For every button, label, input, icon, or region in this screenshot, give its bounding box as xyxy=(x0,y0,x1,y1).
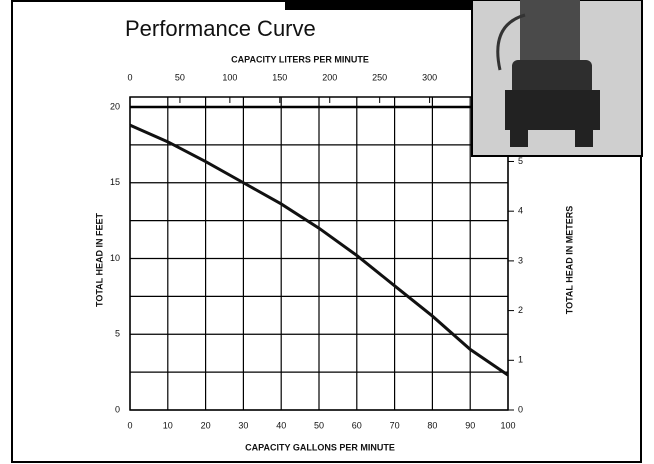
x-tick-label: 70 xyxy=(390,420,400,430)
x-tick-label: 40 xyxy=(276,420,286,430)
y2-tick-label: 5 xyxy=(518,156,523,166)
y2-tick-label: 0 xyxy=(518,404,523,414)
x-tick-label: 60 xyxy=(352,420,362,430)
x2-tick-label: 50 xyxy=(175,72,185,82)
x2-tick-label: 200 xyxy=(322,72,337,82)
y-tick-label: 5 xyxy=(115,329,120,339)
y-tick-label: 15 xyxy=(110,177,120,187)
title-bar xyxy=(285,0,475,10)
x-tick-label: 100 xyxy=(500,420,515,430)
y2-tick-label: 4 xyxy=(518,206,523,216)
y-tick-label: 20 xyxy=(110,101,120,111)
x-tick-label: 50 xyxy=(314,420,324,430)
y2-tick-label: 1 xyxy=(518,355,523,365)
x2-axis-label: CAPACITY LITERS PER MINUTE xyxy=(231,54,369,64)
x2-tick-label: 150 xyxy=(272,72,287,82)
x2-tick-label: 100 xyxy=(222,72,237,82)
x2-tick-label: 300 xyxy=(422,72,437,82)
y2-tick-label: 3 xyxy=(518,255,523,265)
chart: Performance Curve CAPACITY LITERS PER MI… xyxy=(0,0,654,464)
pump-photo xyxy=(472,0,642,156)
x2-tick-label: 0 xyxy=(127,72,132,82)
x-tick-label: 30 xyxy=(238,420,248,430)
x-tick-label: 20 xyxy=(201,420,211,430)
y-tick-label: 10 xyxy=(110,253,120,263)
x-tick-label: 0 xyxy=(127,420,132,430)
y2-tick-label: 2 xyxy=(518,305,523,315)
y-axis-label: TOTAL HEAD IN FEET xyxy=(94,213,104,308)
y2-axis-label: TOTAL HEAD IN METERS xyxy=(564,206,574,315)
x-tick-label: 90 xyxy=(465,420,475,430)
x-axis-label: CAPACITY GALLONS PER MINUTE xyxy=(245,442,395,452)
chart-title: Performance Curve xyxy=(125,16,316,41)
x-tick-label: 10 xyxy=(163,420,173,430)
y-tick-label: 0 xyxy=(115,404,120,414)
page: {"chart_data": {"type": "line", "title":… xyxy=(0,0,654,464)
x2-tick-label: 250 xyxy=(372,72,387,82)
x-tick-label: 80 xyxy=(427,420,437,430)
